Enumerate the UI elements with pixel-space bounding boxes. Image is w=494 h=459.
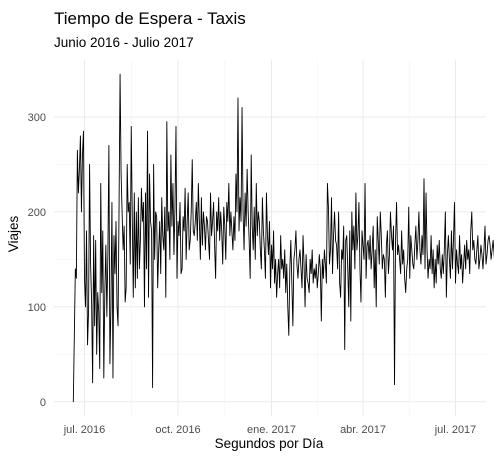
y-tick-label: 100 — [28, 302, 46, 314]
x-tick-label: oct. 2016 — [155, 424, 200, 436]
x-axis-ticks: jul. 2016 oct. 2016 ene. 2017 abr. 2017 jul.… — [63, 424, 477, 436]
x-tick-label: jul. 2017 — [434, 424, 477, 436]
x-tick-label: jul. 2016 — [63, 424, 106, 436]
series-line — [72, 73, 494, 403]
y-tick-label: 300 — [28, 112, 46, 124]
x-tick-label: ene. 2017 — [247, 424, 296, 436]
y-axis-title: Viajes — [6, 215, 21, 252]
chart-title: Tiempo de Espera - Taxis — [54, 9, 246, 28]
y-tick-label: 200 — [28, 207, 46, 219]
x-tick-label: abr. 2017 — [340, 424, 386, 436]
chart-subtitle: Junio 2016 - Julio 2017 — [54, 35, 194, 50]
y-axis-ticks: 0 100 200 300 — [28, 112, 46, 409]
y-tick-label: 0 — [40, 397, 46, 409]
x-axis-title: Segundos por Día — [215, 436, 324, 451]
